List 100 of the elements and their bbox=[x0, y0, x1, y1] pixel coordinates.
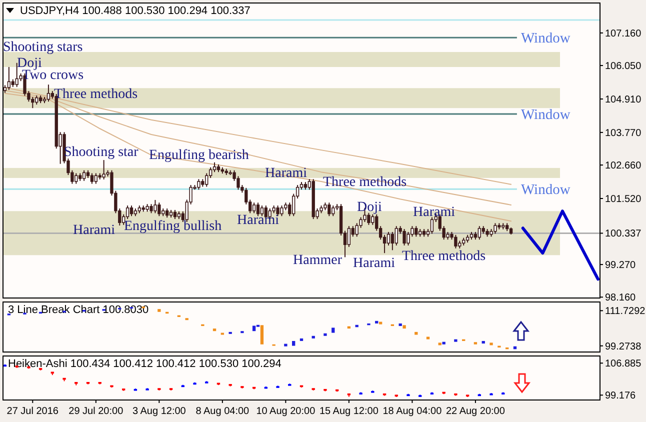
annotation: Three methods bbox=[402, 248, 486, 264]
annotation: Harami bbox=[353, 256, 396, 271]
candlestick bbox=[478, 226, 481, 240]
bar bbox=[378, 322, 382, 324]
bar bbox=[375, 320, 378, 324]
candlestick bbox=[46, 84, 50, 102]
candlestick bbox=[371, 214, 374, 226]
candlestick bbox=[212, 162, 216, 173]
candlestick bbox=[165, 208, 169, 218]
candlestick bbox=[102, 160, 106, 180]
y-tick-label: 102.660 bbox=[605, 160, 642, 172]
y-tick-label: 103.770 bbox=[605, 128, 642, 139]
y-tick-label: 99.2738 bbox=[605, 341, 642, 352]
bar bbox=[402, 325, 406, 329]
bar bbox=[398, 323, 402, 326]
candlestick bbox=[454, 234, 458, 249]
candlestick bbox=[390, 231, 394, 251]
y-tick-label: 99.270 bbox=[605, 260, 636, 272]
x-tick-label: 29 Jul 20:00 bbox=[68, 406, 124, 417]
ref-line-label: Window bbox=[520, 30, 571, 47]
candlestick bbox=[430, 216, 434, 234]
candlestick bbox=[15, 62, 18, 88]
y-tick-label: 100.337 bbox=[605, 228, 642, 240]
annotation: Three methods bbox=[323, 174, 407, 190]
bar bbox=[300, 338, 304, 341]
x-tick-label: 27 Jul 2016 bbox=[6, 406, 59, 417]
candlestick bbox=[355, 222, 358, 238]
candlestick bbox=[130, 205, 134, 217]
annotation: Harami bbox=[265, 166, 308, 181]
bar bbox=[284, 344, 288, 346]
bar bbox=[158, 309, 161, 312]
candlestick bbox=[150, 204, 153, 214]
x-tick-label: 18 Aug 04:00 bbox=[382, 406, 442, 417]
bar bbox=[212, 328, 216, 332]
candlestick bbox=[347, 226, 351, 248]
candlestick bbox=[494, 222, 497, 234]
bar bbox=[482, 340, 485, 344]
candlestick bbox=[328, 202, 331, 217]
bar bbox=[312, 336, 315, 338]
annotation: Three methods bbox=[54, 86, 138, 102]
candlestick bbox=[90, 172, 94, 184]
y-tick-label: 104.910 bbox=[605, 94, 642, 106]
annotation: Engulfing bullish bbox=[124, 218, 222, 234]
annotation: Engulfing bearish bbox=[149, 148, 249, 163]
bar bbox=[414, 332, 418, 335]
y-tick-label: 106.050 bbox=[605, 61, 642, 72]
candlestick bbox=[394, 226, 398, 246]
candlestick bbox=[386, 231, 390, 246]
candlestick bbox=[205, 172, 208, 188]
candlestick bbox=[74, 172, 78, 184]
annotation: Doji bbox=[357, 200, 382, 215]
annotation: Shooting stars bbox=[3, 40, 83, 55]
candlestick bbox=[332, 205, 335, 217]
line-series bbox=[521, 210, 600, 281]
y-tick-label: 99.176 bbox=[605, 390, 636, 402]
x-tick-label: 15 Aug 12:00 bbox=[319, 406, 379, 417]
candlestick bbox=[154, 199, 157, 214]
ref-line-label: Window bbox=[520, 182, 571, 198]
candlestick bbox=[158, 202, 161, 217]
candlestick bbox=[197, 178, 200, 190]
candlestick bbox=[94, 172, 98, 184]
bar bbox=[426, 336, 430, 340]
y-tick-label: 101.520 bbox=[605, 194, 642, 205]
annotation: Doji bbox=[17, 56, 42, 71]
y-tick-label: 107.160 bbox=[605, 28, 642, 40]
candlestick bbox=[31, 96, 34, 109]
candlestick bbox=[126, 205, 130, 220]
x-tick-label: 10 Aug 20:00 bbox=[256, 406, 316, 417]
y-tick-label: 98.160 bbox=[605, 292, 636, 304]
ref-line-label: Window bbox=[520, 107, 571, 124]
y-tick-label: 106.885 bbox=[605, 358, 642, 370]
annotation: Harami bbox=[73, 222, 116, 238]
candlestick bbox=[7, 66, 11, 90]
bar bbox=[292, 340, 296, 346]
candlestick bbox=[252, 202, 256, 214]
annotation: Hammer bbox=[293, 252, 342, 268]
candlestick bbox=[414, 226, 418, 238]
candlestick bbox=[280, 205, 284, 217]
bar bbox=[260, 325, 264, 344]
candlestick bbox=[402, 228, 406, 246]
chart-title: 3 Line Break Chart 100.8030 bbox=[8, 304, 149, 316]
candlestick bbox=[367, 212, 370, 226]
bar bbox=[442, 342, 446, 344]
bar bbox=[454, 339, 458, 342]
candlestick bbox=[82, 170, 86, 182]
candlestick bbox=[173, 209, 177, 220]
candlestick bbox=[35, 94, 38, 106]
x-tick-label: 22 Aug 20:00 bbox=[446, 406, 506, 417]
annotation: Harami bbox=[413, 204, 456, 220]
bar bbox=[438, 342, 442, 346]
x-tick-label: 8 Aug 04:00 bbox=[196, 406, 250, 417]
annotation: Harami bbox=[237, 212, 280, 228]
bar bbox=[332, 328, 335, 333]
chart-title: Heiken-Ashi 100.434 100.412 100.412 100.530 100.294 bbox=[8, 358, 282, 370]
bar bbox=[490, 342, 493, 346]
chart-title: USDJPY,H4 100.488 100.530 100.294 100.337 bbox=[20, 5, 250, 17]
x-tick-label: 3 Aug 12:00 bbox=[132, 406, 186, 417]
bar bbox=[324, 333, 327, 336]
y-tick-label: 111.7292 bbox=[605, 306, 646, 318]
bar bbox=[252, 326, 256, 332]
